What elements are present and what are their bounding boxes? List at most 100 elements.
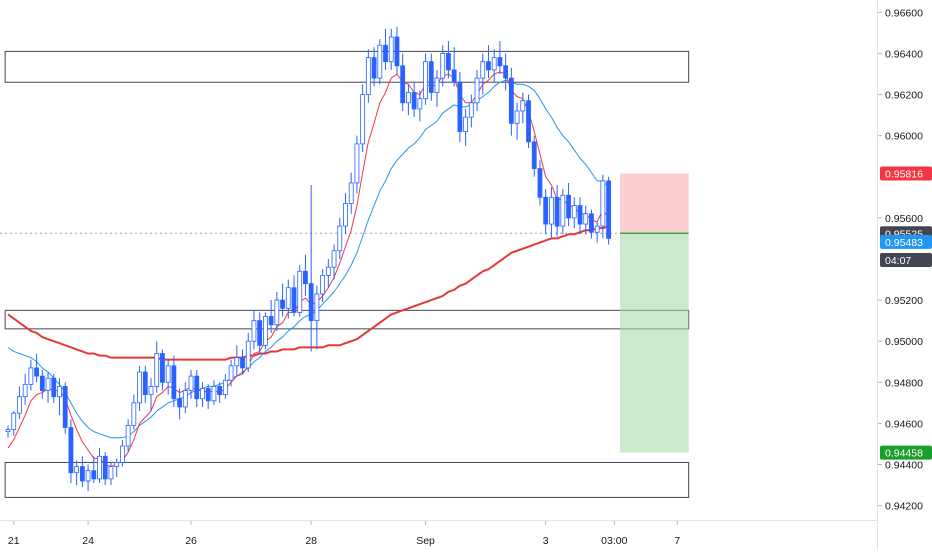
candle: [108, 462, 114, 486]
candle: [200, 382, 205, 407]
price-tick-label: 0.96200: [885, 90, 923, 102]
candle-body: [514, 110, 520, 124]
candle: [251, 310, 257, 350]
price-label: 0.94458: [880, 445, 932, 460]
time-tick-label: 3: [543, 535, 549, 547]
candle-body: [423, 61, 428, 100]
candle: [514, 102, 520, 140]
candle: [45, 372, 51, 403]
candle: [154, 341, 160, 393]
candle: [314, 285, 320, 350]
candle: [594, 221, 600, 243]
ma-slow-line: [7, 225, 609, 361]
candle: [343, 193, 348, 235]
candle: [62, 382, 68, 434]
candle: [308, 184, 314, 352]
candle: [171, 355, 177, 407]
time-tick-label: 26: [185, 535, 197, 547]
candle-body: [549, 196, 554, 225]
candle: [234, 345, 240, 377]
candle-body: [491, 57, 497, 71]
candle-body: [291, 287, 297, 313]
candle-body: [463, 116, 469, 132]
candle: [583, 205, 589, 235]
candle: [411, 82, 417, 118]
candle-body: [440, 53, 446, 79]
candle: [491, 49, 497, 83]
time-tick-label: 7: [674, 535, 680, 547]
candle-body: [234, 357, 240, 367]
price-axis[interactable]: 0.96600 0.96400 0.96200 0.96000 0.95600 0.952…: [878, 7, 923, 513]
candle: [405, 84, 411, 116]
candle-body: [566, 194, 571, 219]
candle-body: [102, 455, 108, 480]
candle: [440, 45, 446, 87]
candle: [589, 209, 594, 239]
price-label-text: 04:07: [885, 255, 911, 267]
candle: [211, 380, 217, 405]
candle: [486, 45, 491, 79]
price-label-text: 0.95483: [885, 237, 923, 249]
candle: [549, 187, 554, 239]
candle-body: [142, 371, 148, 396]
candle: [303, 254, 308, 296]
position-layer: [0, 173, 689, 453]
price-tick-label: 0.94400: [885, 460, 923, 472]
candle: [217, 382, 223, 403]
candle-body: [434, 77, 440, 93]
candle: [554, 184, 560, 237]
time-tick-label: Sep: [416, 535, 435, 547]
candle-body: [354, 143, 360, 184]
candle-body: [606, 180, 611, 239]
candle: [451, 47, 457, 87]
price-tick-label: 0.96600: [885, 7, 923, 19]
candle-body: [148, 386, 154, 396]
candle: [560, 189, 566, 235]
price-label: 0.95816: [880, 166, 932, 181]
candle-body: [222, 379, 228, 396]
candle: [165, 359, 171, 395]
candle: [423, 53, 428, 105]
candle: [137, 365, 142, 412]
candle: [360, 84, 366, 153]
candle-body: [188, 375, 194, 391]
candle: [520, 92, 526, 124]
candle: [394, 26, 400, 74]
candle: [526, 94, 531, 148]
price-label: 04:07: [880, 253, 932, 267]
candle-body: [577, 205, 583, 225]
candle-body: [303, 270, 308, 285]
candle-body: [503, 65, 509, 79]
candle-body: [160, 353, 165, 383]
candle-body: [583, 213, 589, 225]
candle: [34, 353, 39, 383]
price-tick-label: 0.96400: [885, 48, 923, 60]
candle-body: [200, 388, 205, 400]
candle: [177, 388, 183, 420]
candle-body: [331, 250, 337, 268]
candle: [228, 359, 234, 387]
candle-body: [79, 466, 85, 482]
candle-body: [5, 429, 11, 433]
price-tick-label: 0.95600: [885, 213, 923, 225]
candle-body: [589, 213, 594, 233]
candle-body: [468, 102, 474, 118]
price-label-text: 0.94458: [885, 448, 923, 460]
candle: [39, 369, 45, 399]
candle-body: [474, 77, 480, 104]
candle: [68, 419, 74, 484]
candle-body: [257, 320, 263, 346]
candle-body: [531, 141, 537, 169]
candle: [503, 53, 509, 91]
time-axis[interactable]: 21 24 26 28 Sep 3 03:00 7: [8, 521, 680, 547]
candle: [148, 378, 154, 412]
candle-body: [314, 293, 320, 322]
candle-body: [97, 455, 102, 480]
candle: [194, 369, 200, 407]
candle: [606, 176, 611, 245]
candle-body: [486, 61, 491, 71]
